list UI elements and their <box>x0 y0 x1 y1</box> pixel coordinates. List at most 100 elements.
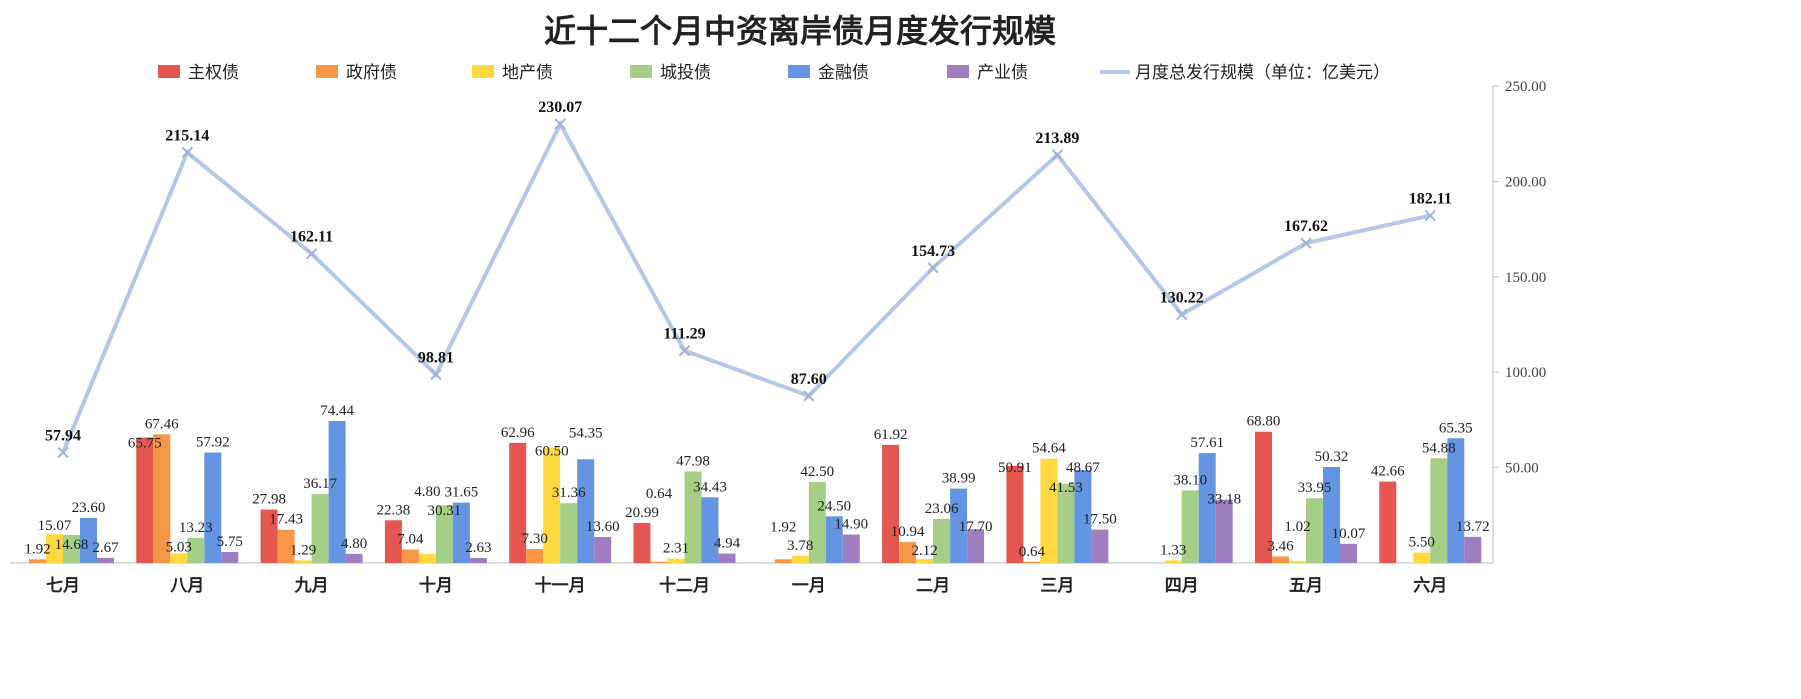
bar-label: 13.60 <box>586 519 620 535</box>
bar-label: 48.67 <box>1066 460 1100 476</box>
line-point-marker <box>430 368 442 381</box>
line-point-marker <box>927 262 939 274</box>
line-label: 57.94 <box>45 427 81 444</box>
line-point-marker <box>803 390 815 402</box>
legend-label: 金融债 <box>818 63 869 82</box>
bar <box>328 420 346 563</box>
bar <box>1040 458 1058 563</box>
bar-label: 60.50 <box>535 444 569 460</box>
legend-label: 产业债 <box>977 63 1028 82</box>
bar <box>1306 498 1323 563</box>
bar-label: 0.64 <box>646 486 673 502</box>
y-tick-label: 250.00 <box>1505 79 1546 95</box>
bar-label: 5.75 <box>217 534 243 550</box>
line-label: 182.11 <box>1409 191 1452 208</box>
bar <box>825 516 843 563</box>
bar-label: 1.29 <box>290 543 316 559</box>
bar <box>1323 466 1340 563</box>
bar-label: 42.66 <box>1371 464 1405 480</box>
bar-label: 1.92 <box>24 541 50 557</box>
y-tick-label: 50.00 <box>1505 461 1539 477</box>
legend-swatch <box>788 65 810 78</box>
line-label: 167.62 <box>1284 218 1328 235</box>
bar <box>97 557 114 563</box>
bar-label: 57.61 <box>1190 435 1224 451</box>
bar <box>577 459 595 563</box>
bar <box>1023 561 1041 563</box>
total-line: 57.94 215.14 162.11 98.81 230.07 111.29 87.60 1… <box>45 99 1452 459</box>
bar-label: 23.60 <box>72 500 106 516</box>
bar-label: 15.07 <box>38 518 72 534</box>
bar-label: 54.88 <box>1422 440 1456 456</box>
bar-label: 67.46 <box>145 416 179 432</box>
chart-title: 近十二个月中资离岸债月度发行规模 <box>544 13 1056 49</box>
bar <box>153 434 171 563</box>
bar-label: 54.64 <box>1032 441 1066 457</box>
category-label: 三月 <box>1040 576 1074 595</box>
bar <box>63 534 80 563</box>
bar-label: 14.90 <box>834 517 868 533</box>
legend-swatch <box>947 65 969 78</box>
bar <box>1255 431 1272 563</box>
bar-label: 31.65 <box>445 485 479 501</box>
line-point-marker <box>1051 149 1064 161</box>
bar <box>667 558 685 563</box>
bar <box>170 553 188 563</box>
bar <box>260 509 278 563</box>
bar-label: 24.50 <box>817 498 851 514</box>
bar <box>1289 561 1306 563</box>
bar-label: 2.63 <box>465 540 491 556</box>
bar-label: 0.64 <box>1019 544 1046 560</box>
bar-label: 2.67 <box>92 540 119 556</box>
bar <box>526 549 544 563</box>
legend-swatch <box>158 65 180 78</box>
bar <box>1413 552 1431 563</box>
bar <box>916 558 934 563</box>
bar-label: 65.35 <box>1439 420 1473 436</box>
line-point-marker <box>1300 237 1312 249</box>
bar <box>967 529 985 563</box>
bar <box>791 555 809 563</box>
bar-label: 17.50 <box>1083 512 1117 528</box>
bar <box>950 488 968 563</box>
bar <box>509 442 527 563</box>
bar <box>594 537 612 563</box>
bar-label: 17.43 <box>269 512 303 528</box>
bar <box>187 537 205 563</box>
bar <box>933 519 951 563</box>
bar-label: 2.12 <box>911 543 937 559</box>
bar <box>1447 438 1465 563</box>
bar <box>808 481 826 563</box>
bar <box>774 559 792 563</box>
bar <box>1464 536 1482 563</box>
category-label: 九月 <box>294 576 329 595</box>
bar-label: 57.92 <box>196 434 230 450</box>
bar-label: 1.33 <box>1160 542 1186 558</box>
bar <box>899 542 917 563</box>
bar <box>633 522 651 563</box>
line-label: 87.60 <box>791 371 827 388</box>
bar <box>221 552 239 563</box>
bar-label: 33.18 <box>1207 492 1241 508</box>
line-point-marker <box>554 118 566 130</box>
bar-label: 17.70 <box>959 519 993 535</box>
bar <box>435 505 453 563</box>
bar-label: 13.23 <box>179 520 213 536</box>
line-point-marker <box>1175 308 1188 321</box>
bar <box>1074 470 1092 563</box>
bar-label: 42.50 <box>800 464 834 480</box>
legend-swatch <box>472 65 494 78</box>
y-tick-label: 200.00 <box>1505 174 1546 190</box>
bar-label: 68.80 <box>1247 414 1281 430</box>
category-label: 二月 <box>916 576 950 595</box>
line-label: 162.11 <box>290 229 333 246</box>
bar-label: 74.44 <box>320 403 354 419</box>
y-tick-label: 100.00 <box>1505 365 1546 381</box>
line-point-marker <box>678 344 691 357</box>
line-point-marker <box>57 446 69 459</box>
line-label: 230.07 <box>538 99 582 116</box>
bar-label: 62.96 <box>501 425 535 441</box>
bar-label: 10.94 <box>891 524 925 540</box>
bar-label: 38.10 <box>1173 472 1207 488</box>
bar <box>345 553 363 563</box>
